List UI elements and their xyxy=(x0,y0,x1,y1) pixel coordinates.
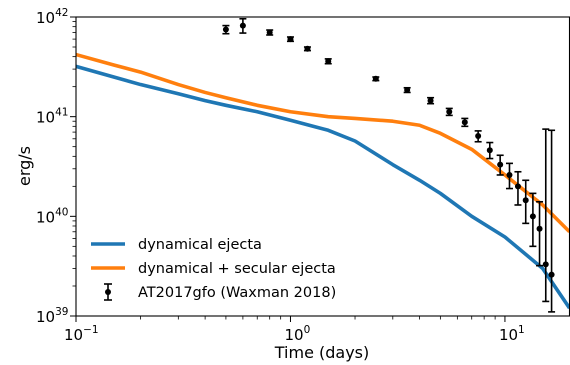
ticks-layer: 10−1 100 101 1039 1040 1041 1042 xyxy=(36,7,525,344)
x-tick-label: 101 xyxy=(499,324,525,344)
y-tick-label: 1039 xyxy=(36,306,68,326)
series-line-0 xyxy=(76,64,570,310)
legend-swatch-at2017gfo xyxy=(104,283,112,301)
data-marker xyxy=(506,171,513,178)
data-marker xyxy=(372,75,379,82)
data-point xyxy=(372,75,380,82)
data-marker xyxy=(542,261,549,268)
data-marker xyxy=(461,119,468,126)
data-point xyxy=(445,107,453,117)
data-point xyxy=(239,17,247,34)
data-point xyxy=(542,128,550,303)
y-axis-label: erg/s xyxy=(15,146,34,186)
x-tick-label: 100 xyxy=(284,324,310,344)
y-tick-label: 1042 xyxy=(36,7,68,27)
data-point xyxy=(474,130,482,143)
data-marker xyxy=(475,132,482,139)
data-point xyxy=(536,200,544,267)
data-marker xyxy=(325,58,332,65)
data-point xyxy=(522,179,530,225)
data-marker xyxy=(427,97,434,104)
data-point xyxy=(548,129,556,313)
data-marker xyxy=(522,197,529,204)
data-point xyxy=(222,24,230,35)
data-point xyxy=(529,192,537,248)
data-point xyxy=(505,162,513,190)
data-marker xyxy=(287,36,294,43)
data-marker xyxy=(548,271,555,278)
data-marker xyxy=(529,213,536,220)
y-tick-label: 1041 xyxy=(36,107,68,127)
data-point xyxy=(514,170,522,206)
data-marker xyxy=(514,183,521,190)
x-axis-label: Time (days) xyxy=(274,343,370,362)
data-marker xyxy=(536,225,543,232)
data-point xyxy=(286,36,294,43)
data-marker xyxy=(486,147,493,154)
series-line-1 xyxy=(76,52,570,234)
data-marker xyxy=(304,45,311,52)
legend-label-dynamical-ejecta: dynamical ejecta xyxy=(138,237,262,253)
data-point xyxy=(266,29,274,36)
series-layer xyxy=(76,17,570,313)
data-marker xyxy=(222,26,229,33)
legend-label-dynamical-secular-ejecta: dynamical + secular ejecta xyxy=(138,261,336,277)
data-marker xyxy=(239,22,246,29)
data-point xyxy=(496,154,504,176)
legend: dynamical ejecta dynamical + secular eje… xyxy=(91,237,336,301)
data-marker xyxy=(266,29,273,36)
x-tick-label: 10−1 xyxy=(64,324,99,344)
data-point xyxy=(461,117,469,128)
data-point xyxy=(324,58,332,65)
data-point xyxy=(486,141,494,160)
legend-label-at2017gfo: AT2017gfo (Waxman 2018) xyxy=(138,285,336,301)
y-tick-label: 1040 xyxy=(36,206,68,226)
data-point xyxy=(427,96,435,105)
data-point xyxy=(403,86,411,94)
data-marker xyxy=(446,108,453,115)
data-marker xyxy=(497,161,504,168)
data-marker xyxy=(404,87,411,94)
data-point xyxy=(303,45,311,52)
